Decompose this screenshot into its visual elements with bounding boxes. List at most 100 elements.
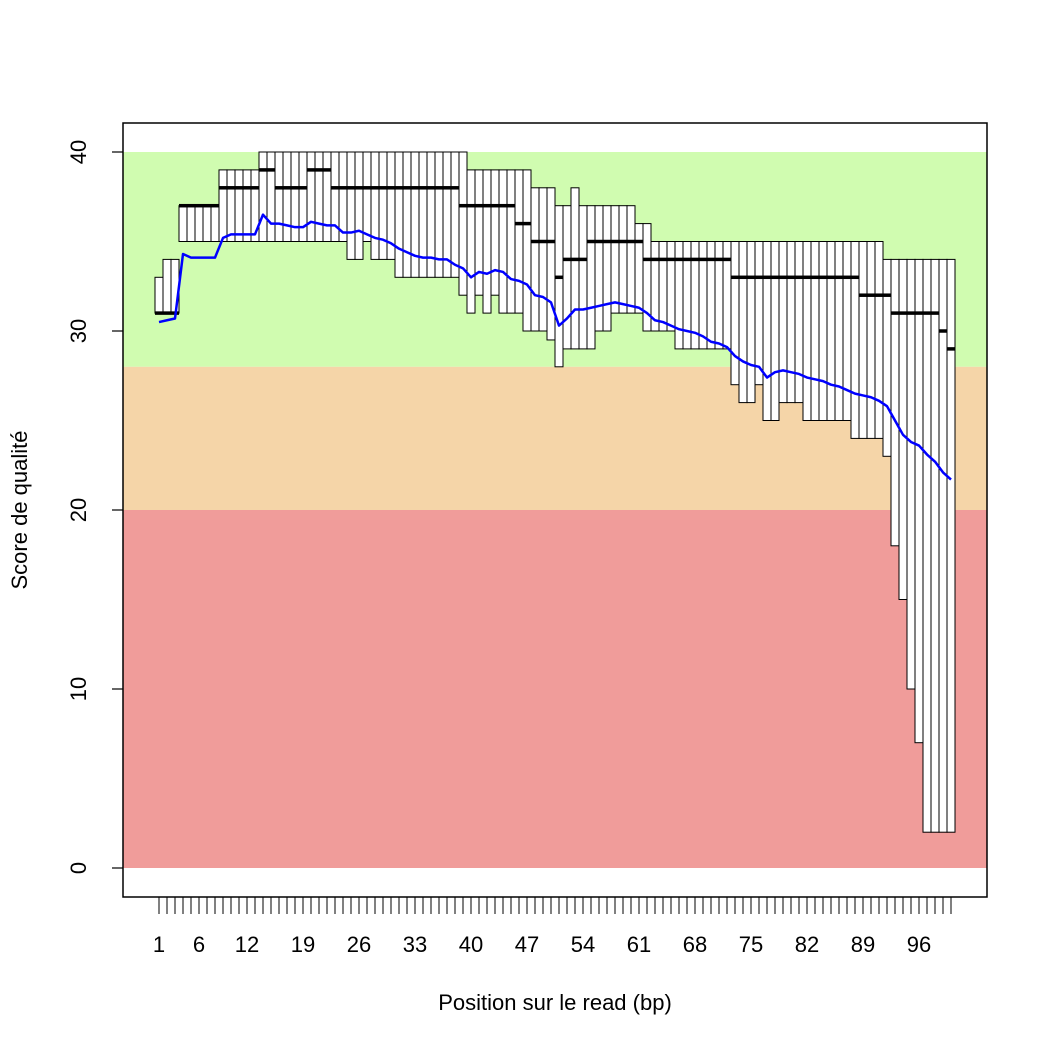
x-axis-label: Position sur le read (bp) [438,990,672,1015]
box-58 [610,205,620,314]
x-tick-label-6: 6 [193,932,205,957]
box-51 [554,205,564,368]
box-17 [282,151,292,242]
box-28 [370,151,380,260]
x-tick-label-82: 82 [795,932,819,957]
box-80 [786,241,796,404]
box-14 [258,151,268,242]
box-72 [722,241,732,350]
box-77 [762,241,772,421]
box-93 [890,258,900,547]
box-57 [602,205,612,332]
box-66 [674,241,684,350]
box-47 [522,169,532,332]
box-91 [874,241,884,439]
x-tick-label-89: 89 [851,932,875,957]
box-73 [730,241,740,386]
box-2 [162,258,172,314]
box-81 [794,241,804,404]
box-84 [818,241,828,421]
box-85 [826,241,836,421]
y-tick-label-10: 10 [66,677,91,701]
box-74 [738,241,748,404]
box-69 [698,241,708,350]
box-71 [714,241,724,350]
box-56 [594,205,604,332]
box-31 [394,151,404,278]
box-87 [842,241,852,421]
x-tick-label-75: 75 [739,932,763,957]
box-86 [834,241,844,421]
box-20 [306,151,316,242]
box-76 [754,241,764,386]
x-tick-label-96: 96 [907,932,931,957]
box-45 [506,169,516,314]
box-15 [266,151,276,242]
box-49 [538,187,548,332]
box-43 [490,169,500,296]
box-27 [362,151,372,242]
box-55 [586,205,596,350]
box-90 [866,241,876,439]
box-33 [410,151,420,278]
y-axis-label: Score de qualité [7,431,32,590]
box-38 [450,151,460,278]
box-9 [218,169,228,242]
box-44 [498,169,508,314]
box-92 [882,258,892,457]
box-22 [322,151,332,242]
box-89 [858,241,868,439]
quality-band-2 [123,510,987,868]
box-41 [474,169,484,296]
box-53 [570,187,580,350]
box-50 [546,187,556,341]
box-97 [922,258,932,833]
box-29 [378,151,388,260]
box-25 [346,151,356,260]
x-tick-label-12: 12 [235,932,259,957]
box-11 [234,169,244,242]
x-tick-label-26: 26 [347,932,371,957]
box-24 [338,151,348,242]
box-75 [746,241,756,404]
box-61 [634,223,644,314]
x-tick-label-33: 33 [403,932,427,957]
y-tick-label-40: 40 [66,140,91,164]
box-70 [706,241,716,350]
x-tick-label-40: 40 [459,932,483,957]
x-axis: 1 6 12 19 26 33 40 47 54 61 68 75 82 89 96 [153,897,952,957]
y-tick-label-0: 0 [66,862,91,874]
box-100 [946,258,956,833]
box-78 [770,241,780,421]
box-82 [802,241,812,421]
box-40 [466,169,476,314]
box-12 [242,169,252,242]
box-60 [626,205,636,314]
box-79 [778,241,788,404]
boxes [154,151,956,833]
box-64 [658,241,668,332]
box-95 [906,258,916,690]
x-tick-label-1: 1 [153,932,165,957]
box-88 [850,241,860,439]
x-tick-label-68: 68 [683,932,707,957]
box-32 [402,151,412,278]
box-5 [186,205,196,242]
box-21 [314,151,324,242]
box-96 [914,258,924,744]
mean-line-layer [158,213,952,481]
x-tick-label-61: 61 [627,932,651,957]
x-tick-label-19: 19 [291,932,315,957]
mean-line [158,213,952,481]
x-tick-label-54: 54 [571,932,595,957]
y-tick-label-30: 30 [66,319,91,343]
box-1 [154,276,164,314]
box-39 [458,151,468,296]
box-99 [938,258,948,833]
box-52 [562,205,572,350]
box-46 [514,169,524,314]
y-tick-label-20: 20 [66,498,91,522]
box-98 [930,258,940,833]
